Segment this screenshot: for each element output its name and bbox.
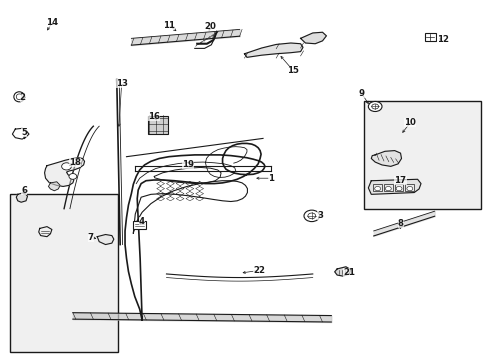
Ellipse shape (16, 94, 22, 100)
Text: 19: 19 (182, 161, 194, 170)
Polygon shape (48, 182, 60, 191)
Bar (405, 184, 413, 192)
Text: 12: 12 (437, 35, 448, 44)
Circle shape (61, 163, 71, 170)
Text: 14: 14 (46, 18, 58, 27)
Bar (394, 184, 403, 192)
Polygon shape (370, 150, 401, 166)
Polygon shape (16, 193, 27, 202)
Text: 13: 13 (115, 80, 127, 89)
Circle shape (367, 102, 381, 112)
Text: 22: 22 (253, 266, 264, 275)
Text: 20: 20 (204, 22, 216, 31)
Bar (133, 221, 145, 229)
Circle shape (371, 104, 378, 109)
Text: 10: 10 (404, 118, 415, 127)
Circle shape (385, 186, 390, 191)
Text: 2: 2 (20, 93, 25, 102)
Circle shape (304, 210, 319, 222)
FancyBboxPatch shape (148, 116, 168, 134)
Circle shape (395, 186, 401, 191)
Circle shape (69, 174, 77, 179)
Text: 5: 5 (21, 128, 27, 137)
Polygon shape (300, 32, 326, 44)
Bar (10, 194, 118, 352)
Polygon shape (334, 267, 350, 276)
Text: 4: 4 (139, 217, 145, 226)
Text: 8: 8 (397, 219, 403, 228)
Text: 15: 15 (287, 66, 299, 75)
Circle shape (307, 213, 315, 219)
Ellipse shape (14, 92, 24, 102)
Text: 3: 3 (316, 211, 323, 220)
Text: 1: 1 (268, 174, 274, 183)
Bar (383, 184, 392, 192)
Text: 11: 11 (163, 21, 175, 30)
Polygon shape (244, 43, 303, 57)
Bar (424, 33, 435, 41)
Text: 6: 6 (21, 186, 27, 195)
Polygon shape (367, 179, 420, 194)
Circle shape (374, 186, 380, 191)
Text: 7: 7 (88, 233, 94, 242)
Polygon shape (97, 234, 114, 244)
Text: 21: 21 (343, 268, 355, 277)
Bar (372, 184, 381, 192)
Text: 17: 17 (394, 176, 406, 185)
Circle shape (406, 186, 412, 191)
Text: 18: 18 (69, 158, 81, 167)
Text: 16: 16 (148, 112, 160, 121)
Text: 9: 9 (358, 89, 364, 98)
Bar (363, 101, 480, 209)
Polygon shape (44, 158, 84, 186)
